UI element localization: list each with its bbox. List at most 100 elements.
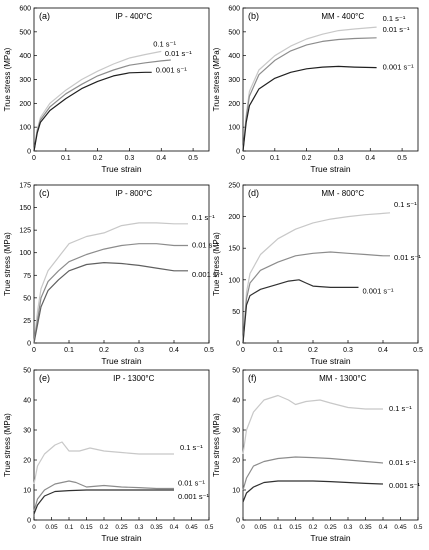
series-label: 0.01 s⁻¹ [192,240,219,249]
series-label: 0.01 s⁻¹ [165,49,192,58]
series-label: 0.001 s⁻¹ [192,270,224,279]
x-tick-label: 0.25 [115,524,128,531]
x-tick-label: 0.3 [134,347,144,354]
y-tick-label: 20 [232,458,240,465]
x-tick-label: 0.2 [302,155,312,162]
series-line [33,71,152,152]
y-tick-label: 100 [19,250,31,257]
series-line [33,222,188,344]
series-line [33,480,174,512]
y-axis-label: True stress (MPa) [3,413,12,477]
x-tick-label: 0.4 [170,524,179,531]
x-tick-label: 0.1 [274,524,283,531]
y-tick-label: 250 [228,183,240,190]
y-axis-label: True stress (MPa) [212,232,221,296]
series-label: 0.01 s⁻¹ [178,479,205,488]
plot-frame [242,369,419,521]
series-line [242,65,377,152]
y-tick-label: 200 [228,101,240,108]
x-tick-label: 0 [32,155,36,162]
y-tick-label: 400 [19,53,31,60]
x-tick-label: 0.2 [309,524,318,531]
plot-frame [33,184,210,344]
series-line [33,441,174,485]
x-tick-label: 0.4 [378,347,388,354]
x-tick-label: 0.5 [205,524,214,531]
y-tick-label: 600 [228,6,240,13]
x-tick-label: 0.1 [273,347,283,354]
panel-title: MM - 1300°C [319,374,366,383]
x-tick-label: 0 [241,524,245,531]
y-tick-label: 200 [19,101,31,108]
panel-label: (d) [248,188,259,198]
y-tick-label: 200 [228,214,240,221]
y-tick-label: 300 [19,77,31,84]
y-tick-label: 100 [228,125,240,132]
y-tick-label: 0 [236,518,240,525]
y-tick-label: 50 [232,368,240,375]
series-label: 0.1 s⁻¹ [383,14,406,23]
x-tick-label: 0.3 [344,524,353,531]
y-tick-label: 100 [19,125,31,132]
x-tick-label: 0.3 [125,155,135,162]
series-line [242,480,384,503]
x-tick-label: 0.15 [80,524,93,531]
series-line [242,37,377,152]
panel-label: (f) [248,373,257,383]
x-tick-label: 0.05 [254,524,267,531]
series-label: 0.001 s⁻¹ [363,286,395,295]
x-tick-label: 0.4 [379,524,388,531]
y-tick-label: 150 [228,246,240,253]
x-axis-label: True strain [310,533,351,543]
y-tick-label: 0 [27,341,31,348]
series-line [242,251,390,344]
x-tick-label: 0.1 [270,155,280,162]
series-label: 0.001 s⁻¹ [383,63,415,72]
y-tick-label: 30 [232,428,240,435]
y-tick-label: 500 [228,29,240,36]
series-line [242,456,384,491]
plot-frame [33,7,210,152]
y-tick-label: 25 [23,318,31,325]
x-tick-label: 0 [32,347,36,354]
x-tick-label: 0.3 [343,347,353,354]
y-tick-label: 50 [232,309,240,316]
series-label: 0.1 s⁻¹ [394,200,417,209]
series-label: 0.01 s⁻¹ [394,253,421,262]
series-label: 0.1 s⁻¹ [180,443,203,452]
panel-title: MM - 800°C [321,189,364,198]
series-label: 0.1 s⁻¹ [153,39,176,48]
series-label: 0.001 s⁻¹ [178,492,210,501]
y-axis-label: True stress (MPa) [3,232,12,296]
x-tick-label: 0.4 [156,155,166,162]
x-tick-label: 0.35 [359,524,372,531]
y-tick-label: 0 [27,518,31,525]
x-tick-label: 0.4 [365,155,375,162]
x-axis-label: True strain [101,356,142,366]
x-tick-label: 0.25 [324,524,337,531]
series-line [33,489,174,515]
y-tick-label: 175 [19,183,31,190]
x-tick-label: 0.15 [289,524,302,531]
x-tick-label: 0 [241,155,245,162]
panel-title: IP - 400°C [115,12,152,21]
x-tick-label: 0.45 [185,524,198,531]
series-label: 0.01 s⁻¹ [389,458,416,467]
x-tick-label: 0.1 [64,347,74,354]
x-tick-label: 0.5 [188,155,198,162]
y-tick-label: 0 [236,149,240,156]
plot-frame [242,184,419,344]
y-tick-label: 50 [23,368,31,375]
y-tick-label: 40 [232,398,240,405]
panel-label: (a) [39,11,50,21]
y-tick-label: 100 [228,277,240,284]
chart-panel: 0 0.05 0.1 0.15 0.2 0.25 0.3 0.35 0.4 0.45 0.5 0 10 2… [3,368,214,544]
series-line [33,262,188,344]
x-tick-label: 0 [32,524,36,531]
x-tick-label: 0.2 [100,524,109,531]
chart-panel: 0 0.1 0.2 0.3 0.4 0.5 0 50 100 150 200 250 (d) MM - 8… [212,183,423,367]
y-tick-label: 0 [236,341,240,348]
y-tick-label: 30 [23,428,31,435]
series-line [242,26,377,152]
